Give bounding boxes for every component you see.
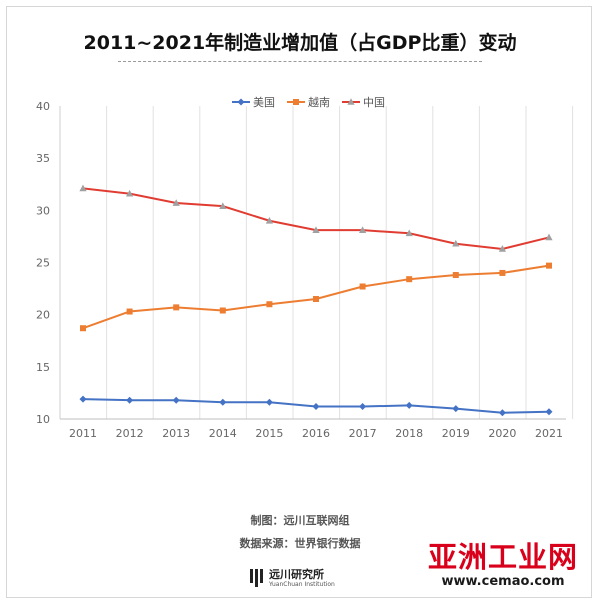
x-tick-label: 2017 bbox=[349, 427, 377, 440]
data-point-0 bbox=[359, 402, 367, 410]
data-point-2 bbox=[452, 239, 460, 247]
data-point-2 bbox=[359, 226, 367, 233]
brand-name-en: YuanChuan Institution bbox=[269, 580, 335, 588]
brand-logo: 远川研究所 YuanChuan Institution bbox=[250, 566, 335, 590]
data-point-0 bbox=[79, 395, 87, 403]
data-point-1 bbox=[126, 308, 133, 315]
legend-marker-2 bbox=[347, 98, 355, 105]
x-tick-label: 2019 bbox=[442, 427, 470, 440]
data-point-2 bbox=[405, 229, 413, 237]
data-point-1 bbox=[452, 272, 459, 279]
data-point-0 bbox=[545, 408, 553, 416]
y-tick-label: 25 bbox=[36, 257, 50, 270]
y-tick-label: 30 bbox=[36, 204, 50, 217]
data-point-2 bbox=[219, 202, 227, 209]
data-point-1 bbox=[80, 325, 86, 332]
y-tick-label: 20 bbox=[36, 309, 50, 322]
data-point-1 bbox=[173, 304, 180, 311]
x-tick-label: 2011 bbox=[69, 427, 97, 440]
credit-data-source: 数据来源：世界银行数据 bbox=[239, 537, 361, 550]
x-tick-label: 2015 bbox=[255, 427, 283, 440]
x-tick-label: 2014 bbox=[209, 427, 237, 440]
data-point-1 bbox=[499, 269, 506, 276]
legend-label-0: 美国 bbox=[253, 96, 275, 109]
data-point-2 bbox=[126, 189, 134, 197]
x-tick-label: 2012 bbox=[116, 427, 144, 440]
data-point-2 bbox=[265, 216, 273, 224]
legend-marker-0 bbox=[237, 98, 245, 106]
data-point-0 bbox=[265, 398, 273, 406]
watermark-text: 亚洲工业网 bbox=[427, 540, 578, 574]
brand-name: 远川研究所 bbox=[269, 567, 324, 581]
chart-title: 2011~2021年制造业增加值（占GDP比重）变动 bbox=[83, 32, 517, 54]
data-point-0 bbox=[498, 409, 506, 417]
data-point-1 bbox=[313, 296, 319, 303]
credit-made-by: 制图：远川互联网组 bbox=[250, 514, 350, 527]
watermark: 亚洲工业网 www.cemao.com bbox=[410, 540, 596, 590]
data-point-2 bbox=[172, 199, 180, 206]
data-point-0 bbox=[219, 398, 227, 406]
x-tick-label: 2021 bbox=[535, 427, 563, 440]
watermark-url: www.cemao.com bbox=[441, 574, 565, 589]
x-tick-label: 2013 bbox=[162, 427, 190, 440]
x-tick-label: 2016 bbox=[302, 427, 330, 440]
data-point-1 bbox=[359, 283, 366, 290]
title-divider bbox=[118, 61, 482, 62]
legend-label-1: 越南 bbox=[308, 95, 330, 109]
data-point-1 bbox=[266, 301, 273, 308]
data-point-1 bbox=[219, 307, 226, 314]
y-tick-label: 10 bbox=[36, 413, 50, 426]
data-point-0 bbox=[126, 396, 134, 404]
data-point-2 bbox=[545, 233, 553, 241]
legend-marker-1 bbox=[293, 99, 299, 105]
data-point-1 bbox=[546, 262, 552, 269]
data-point-0 bbox=[405, 401, 413, 409]
data-point-0 bbox=[172, 396, 180, 404]
data-point-1 bbox=[406, 276, 413, 283]
chart-frame bbox=[6, 6, 592, 598]
y-tick-label: 15 bbox=[36, 361, 50, 374]
y-tick-label: 40 bbox=[36, 100, 50, 113]
data-point-0 bbox=[312, 402, 320, 410]
y-tick-label: 35 bbox=[36, 152, 50, 165]
x-tick-label: 2020 bbox=[488, 427, 516, 440]
data-point-0 bbox=[452, 405, 460, 413]
x-tick-label: 2018 bbox=[395, 427, 423, 440]
data-point-2 bbox=[312, 226, 320, 233]
legend-label-2: 中国 bbox=[363, 96, 385, 109]
data-point-2 bbox=[79, 184, 87, 192]
data-point-2 bbox=[498, 245, 506, 252]
brand-mark-icon bbox=[250, 569, 263, 587]
